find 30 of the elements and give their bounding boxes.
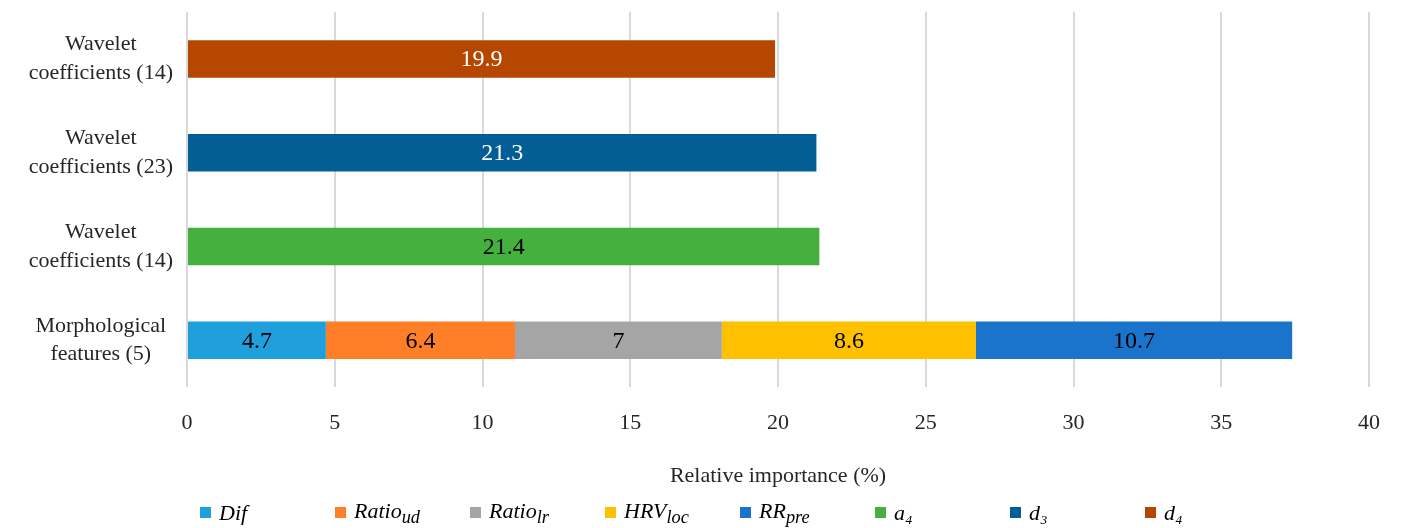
x-tick-label: 25 <box>914 409 937 435</box>
x-axis-title: Relative importance (%) <box>669 461 887 487</box>
legend-label: HRV$_{loc}$ <box>624 497 689 528</box>
legend-label: a₄ <box>894 499 913 526</box>
x-tick-label: 30 <box>1062 409 1085 435</box>
data-label: 8.6 <box>833 326 864 353</box>
legend-label: Ratio$_{ud}$ <box>354 497 420 528</box>
legend-label: d₄ <box>1164 499 1183 526</box>
data-label: 4.7 <box>241 326 272 353</box>
x-tick-label: 10 <box>471 409 494 435</box>
data-label: 7 <box>612 326 625 353</box>
legend-label: d₃ <box>1029 499 1048 526</box>
y-tick-label: Wavelet coefficients (23) <box>28 124 174 178</box>
legend-label: Ratio$_{lr}$ <box>489 497 549 528</box>
x-tick-label: 40 <box>1358 409 1380 435</box>
legend-label: Dif <box>219 499 248 526</box>
y-tick-label: Wavelet coefficients (14) <box>28 30 174 84</box>
data-label: 21.3 <box>481 139 524 165</box>
y-tick-label: Wavelet coefficients (14) <box>28 217 174 272</box>
data-label: 21.4 <box>482 232 525 259</box>
x-tick-label: 15 <box>619 409 642 435</box>
y-tick-label: Morphological features (5) <box>35 311 167 366</box>
data-label: 19.9 <box>460 45 503 72</box>
data-label: 10.7 <box>1113 326 1156 353</box>
x-tick-label: 5 <box>329 409 341 435</box>
x-tick-label: 35 <box>1210 409 1233 435</box>
data-label: 6.4 <box>405 326 436 353</box>
x-tick-label: 0 <box>181 409 193 435</box>
legend-label: RR$_{pre}$ <box>759 497 810 528</box>
x-tick-label: 20 <box>767 409 789 435</box>
